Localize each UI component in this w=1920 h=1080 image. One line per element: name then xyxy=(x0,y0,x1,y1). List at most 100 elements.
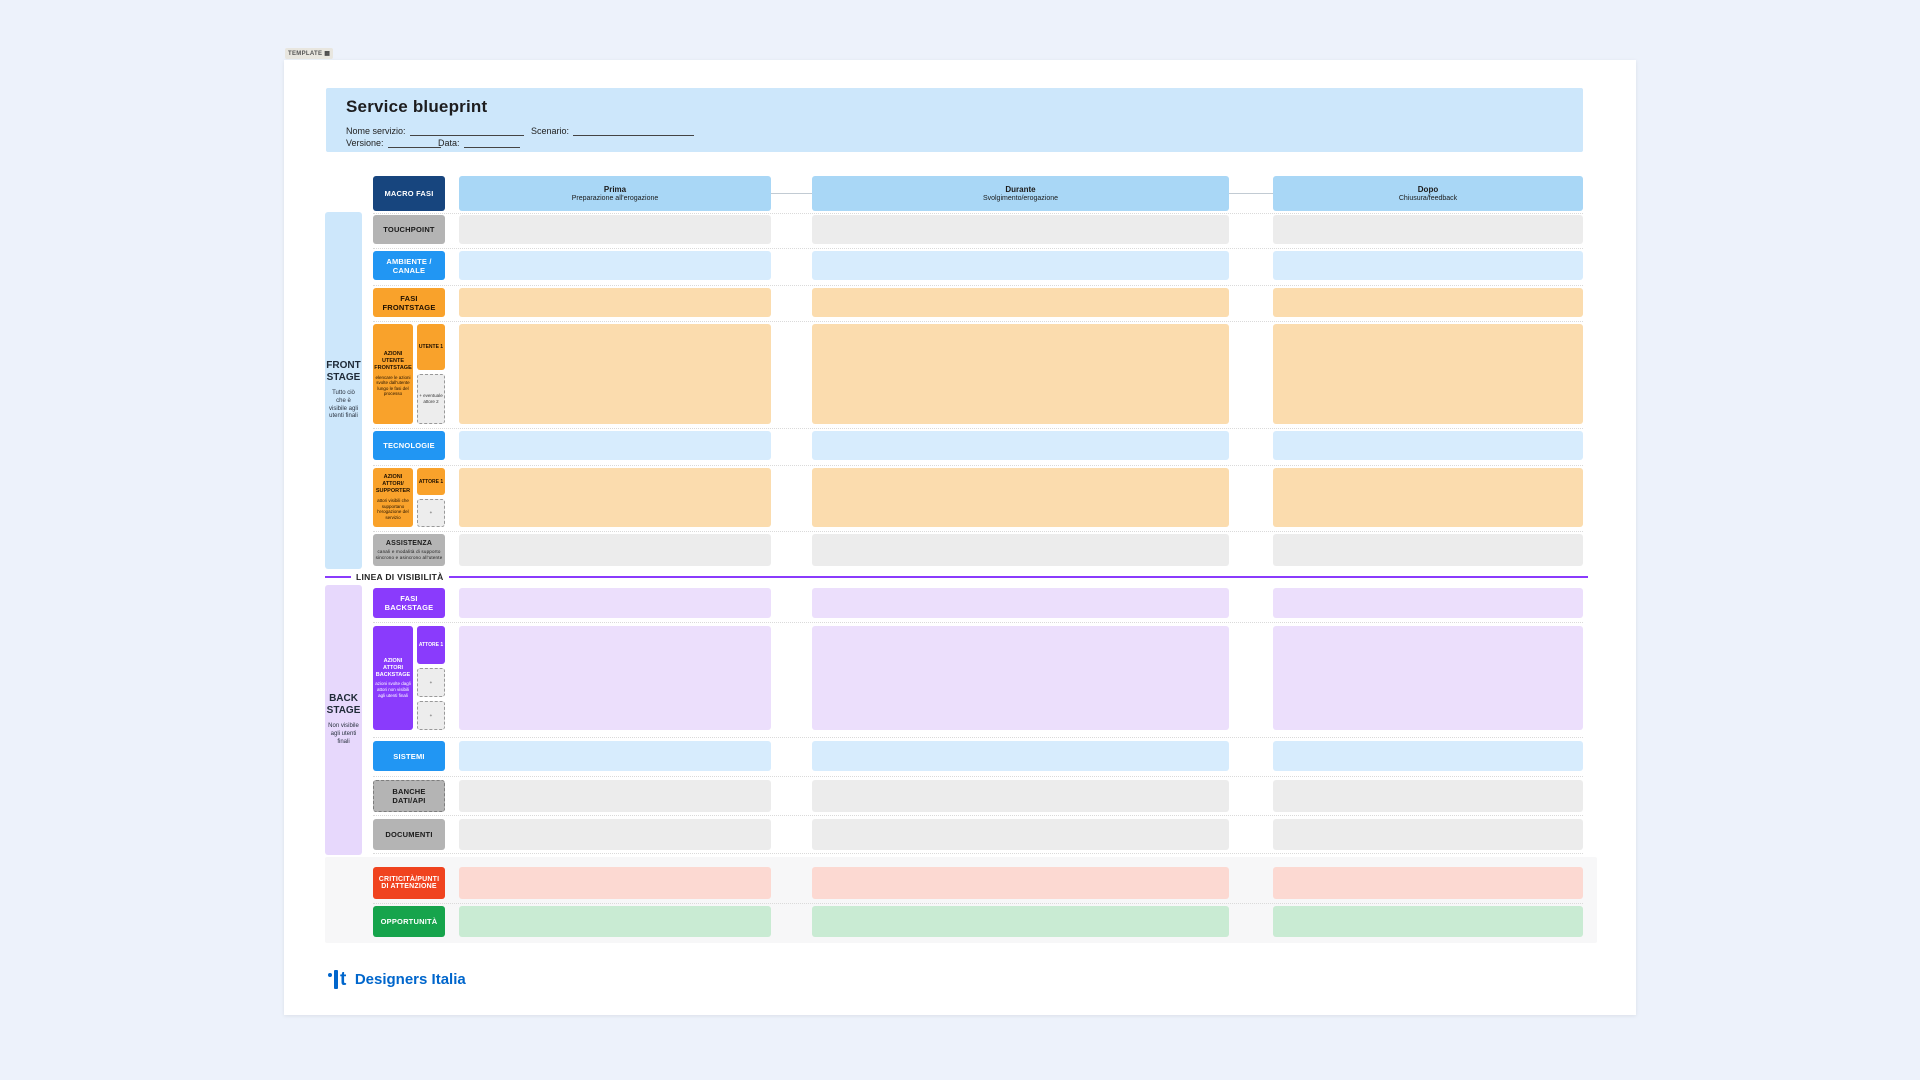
blueprint-cell[interactable] xyxy=(1273,468,1583,527)
blueprint-cell[interactable] xyxy=(812,251,1229,280)
row-separator xyxy=(373,248,1583,249)
nome-servizio-field: Nome servizio: xyxy=(346,126,524,136)
blueprint-cell[interactable] xyxy=(1273,780,1583,812)
blueprint-cell[interactable] xyxy=(459,468,771,527)
row-label-criticita[interactable]: CRITICITÀ/PUNTI DI ATTENZIONE xyxy=(373,867,445,899)
blueprint-cell[interactable] xyxy=(459,741,771,771)
blueprint-cell[interactable] xyxy=(812,626,1229,730)
row-label-documenti[interactable]: DOCUMENTI xyxy=(373,819,445,850)
row-separator xyxy=(373,428,1583,429)
attore-aggiuntivo-box[interactable]: + xyxy=(417,668,445,697)
blueprint-cell[interactable] xyxy=(812,468,1229,527)
phase-header-durante[interactable]: Durante Svolgimento/erogazione xyxy=(812,176,1229,211)
blueprint-cell[interactable] xyxy=(459,867,771,899)
blueprint-cell[interactable] xyxy=(812,288,1229,317)
row-label-azioni-utente-frontstage[interactable]: AZIONI UTENTE FRONTSTAGE elencare le azi… xyxy=(373,324,413,424)
nome-servizio-label: Nome servizio: xyxy=(346,126,406,136)
attore-aggiuntivo-box[interactable]: + xyxy=(417,701,445,730)
row-label-fasi-frontstage[interactable]: FASI FRONTSTAGE xyxy=(373,288,445,317)
front-stage-band[interactable]: FRONT STAGE Tutto ciò che è visibile agl… xyxy=(325,212,362,569)
blueprint-cell[interactable] xyxy=(812,215,1229,244)
row-separator xyxy=(373,321,1583,322)
azioni-utente-row: AZIONI UTENTE FRONTSTAGE elencare le azi… xyxy=(284,324,1636,424)
row-label-touchpoint[interactable]: TOUCHPOINT xyxy=(373,215,445,244)
blueprint-cell[interactable] xyxy=(459,324,771,424)
blueprint-cell[interactable] xyxy=(459,780,771,812)
ambiente-canale-row: AMBIENTE / CANALE xyxy=(284,251,1636,280)
visibility-line-label: LINEA DI VISIBILITÀ xyxy=(356,572,444,582)
row-label-azioni-attori-supporter[interactable]: AZIONI ATTORI/ SUPPORTER attori visibili… xyxy=(373,468,413,527)
phase-connector-line xyxy=(771,193,812,194)
front-stage-title: FRONT STAGE xyxy=(326,359,361,383)
blueprint-cell[interactable] xyxy=(459,251,771,280)
blueprint-cell[interactable] xyxy=(812,741,1229,771)
blueprint-cell[interactable] xyxy=(812,780,1229,812)
utente-1-box[interactable]: UTENTE 1 xyxy=(417,324,445,370)
row-label-opportunita[interactable]: OPPORTUNITÀ xyxy=(373,906,445,937)
row-label-sistemi[interactable]: SISTEMI xyxy=(373,741,445,771)
blueprint-cell[interactable] xyxy=(459,215,771,244)
blueprint-cell[interactable] xyxy=(1273,741,1583,771)
blueprint-cell[interactable] xyxy=(459,588,771,618)
blueprint-cell[interactable] xyxy=(459,819,771,850)
data-line[interactable] xyxy=(463,140,520,148)
attore-1-backstage-box[interactable]: ATTORE 1 xyxy=(417,626,445,664)
phase-header-prima[interactable]: Prima Preparazione all'erogazione xyxy=(459,176,771,211)
scenario-field: Scenario: xyxy=(531,126,695,136)
blueprint-cell[interactable] xyxy=(1273,324,1583,424)
azioni-attori-row: AZIONI ATTORI/ SUPPORTER attori visibili… xyxy=(284,468,1636,527)
blueprint-cell[interactable] xyxy=(1273,251,1583,280)
blueprint-cell[interactable] xyxy=(459,626,771,730)
row-label-ambiente-canale[interactable]: AMBIENTE / CANALE xyxy=(373,251,445,280)
blueprint-cell[interactable] xyxy=(812,819,1229,850)
front-stage-subtitle: Tutto ciò che è visibile agli utenti fin… xyxy=(328,389,358,420)
attore-1-box[interactable]: ATTORE 1 xyxy=(417,468,445,495)
blueprint-cell[interactable] xyxy=(1273,215,1583,244)
blueprint-cell[interactable] xyxy=(1273,819,1583,850)
blueprint-cell[interactable] xyxy=(1273,906,1583,937)
row-label-azioni-attori-backstage[interactable]: AZIONI ATTORI BACKSTAGE azioni svolte da… xyxy=(373,626,413,730)
row-label-fasi-backstage[interactable]: FASI BACKSTAGE xyxy=(373,588,445,618)
blueprint-cell[interactable] xyxy=(1273,867,1583,899)
phase-connector-line xyxy=(1229,193,1273,194)
blueprint-cell[interactable] xyxy=(459,288,771,317)
banche-dati-row: BANCHE DATI/API xyxy=(284,780,1636,812)
data-field: Data: xyxy=(438,138,520,148)
versione-line[interactable] xyxy=(387,140,441,148)
blueprint-cell[interactable] xyxy=(1273,288,1583,317)
blueprint-cell[interactable] xyxy=(1273,626,1583,730)
row-label-tecnologie[interactable]: TECNOLOGIE xyxy=(373,431,445,460)
row-label-assistenza[interactable]: ASSISTENZA canali e modalità di supporto… xyxy=(373,534,445,566)
frame-tag[interactable]: TEMPLATE ▦ xyxy=(285,48,334,59)
page-title: Service blueprint xyxy=(346,97,488,116)
attore-aggiuntivo-box[interactable]: + xyxy=(417,499,445,527)
blueprint-cell[interactable] xyxy=(812,431,1229,460)
opportunita-row: OPPORTUNITÀ xyxy=(284,906,1636,937)
scenario-line[interactable] xyxy=(573,128,695,136)
eventuale-attore-2-box[interactable]: + eventuale attore 2 xyxy=(417,374,445,424)
macro-fasi-header[interactable]: MACRO FASI xyxy=(373,176,445,211)
row-separator xyxy=(373,465,1583,466)
row-label-banche-dati-api[interactable]: BANCHE DATI/API xyxy=(373,780,445,812)
row-separator xyxy=(373,737,1583,738)
phase-header-dopo[interactable]: Dopo Chiusura/feedback xyxy=(1273,176,1583,211)
blueprint-cell[interactable] xyxy=(1273,534,1583,566)
blueprint-cell[interactable] xyxy=(812,588,1229,618)
scenario-label: Scenario: xyxy=(531,126,570,136)
blueprint-cell[interactable] xyxy=(1273,431,1583,460)
row-separator xyxy=(373,853,1583,854)
blueprint-cell[interactable] xyxy=(459,534,771,566)
fasi-backstage-row: FASI BACKSTAGE xyxy=(284,588,1636,618)
blueprint-cell[interactable] xyxy=(812,906,1229,937)
blueprint-cell[interactable] xyxy=(812,534,1229,566)
blueprint-cell[interactable] xyxy=(812,324,1229,424)
criticita-row: CRITICITÀ/PUNTI DI ATTENZIONE xyxy=(284,867,1636,899)
row-separator xyxy=(373,213,1583,214)
back-stage-band[interactable]: BACK STAGE Non visibile agli utenti fina… xyxy=(325,585,362,855)
blueprint-cell[interactable] xyxy=(1273,588,1583,618)
blueprint-cell[interactable] xyxy=(459,431,771,460)
blueprint-cell[interactable] xyxy=(459,906,771,937)
blueprint-cell[interactable] xyxy=(812,867,1229,899)
phase-header-row: MACRO FASI Prima Preparazione all'erogaz… xyxy=(284,176,1636,211)
nome-servizio-line[interactable] xyxy=(409,128,524,136)
